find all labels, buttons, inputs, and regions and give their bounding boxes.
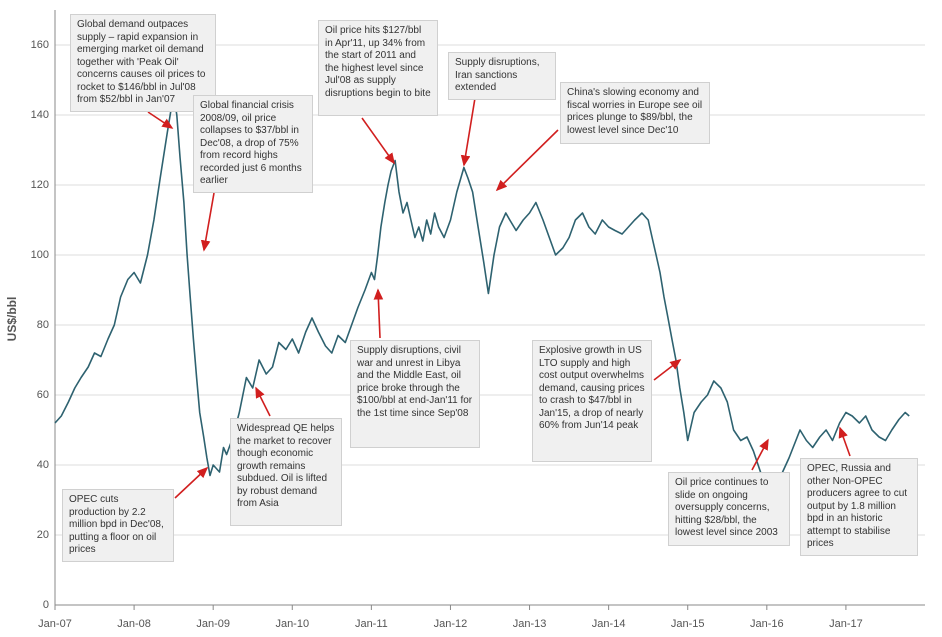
x-tick-label: Jan-11 [355, 618, 388, 630]
x-tick-label: Jan-16 [750, 618, 784, 630]
annotation-arrow [497, 130, 558, 190]
annotation-arrow [378, 290, 380, 338]
x-tick-label: Jan-09 [196, 618, 230, 630]
y-tick-label: 80 [19, 319, 49, 331]
annotation-arrow [148, 112, 172, 128]
y-tick-label: 60 [19, 389, 49, 401]
x-tick-label: Jan-10 [275, 618, 309, 630]
annotation-arrow [654, 360, 680, 380]
annotation-arrow [256, 388, 270, 416]
x-tick-label: Jan-13 [513, 618, 547, 630]
annotation-box: Supply disruptions, civil war and unrest… [350, 340, 480, 448]
annotation-arrow [362, 118, 394, 163]
y-tick-label: 40 [19, 459, 49, 471]
annotation-box: Oil price hits $127/bbl in Apr'11, up 34… [318, 20, 438, 116]
annotation-box: Global financial crisis 2008/09, oil pri… [193, 95, 313, 193]
annotation-box: Oil price continues to slide on ongoing … [668, 472, 790, 546]
annotation-box: Widespread QE helps the market to recove… [230, 418, 342, 526]
oil-price-chart: US$/bbl 0 20 40 60 80 100 120 140 160 Jan-07 Jan-… [0, 0, 942, 637]
annotation-arrow [204, 193, 214, 250]
annotation-arrow [840, 428, 850, 456]
price-line [55, 94, 909, 507]
y-tick-label: 100 [19, 249, 49, 261]
y-tick-label: 160 [19, 39, 49, 51]
y-tick-label: 120 [19, 179, 49, 191]
x-tick-label: Jan-17 [829, 618, 863, 630]
annotation-box: China's slowing economy and fiscal worri… [560, 82, 710, 144]
annotation-arrow [464, 98, 475, 165]
y-tick-label: 20 [19, 529, 49, 541]
annotation-arrow [175, 468, 207, 498]
x-tick-label: Jan-12 [434, 618, 468, 630]
annotation-box: Explosive growth in US LTO supply and hi… [532, 340, 652, 462]
y-tick-label: 0 [19, 599, 49, 611]
x-tick-label: Jan-14 [592, 618, 626, 630]
annotation-box: OPEC, Russia and other Non-OPEC producer… [800, 458, 918, 556]
annotation-box: OPEC cuts production by 2.2 million bpd … [62, 489, 174, 562]
x-tick-label: Jan-15 [671, 618, 705, 630]
x-tick-label: Jan-07 [38, 618, 72, 630]
y-axis-title: US$/bbl [5, 249, 19, 389]
x-tick-label: Jan-08 [117, 618, 151, 630]
y-tick-label: 140 [19, 109, 49, 121]
annotation-box: Supply disruptions, Iran sanctions exten… [448, 52, 556, 100]
